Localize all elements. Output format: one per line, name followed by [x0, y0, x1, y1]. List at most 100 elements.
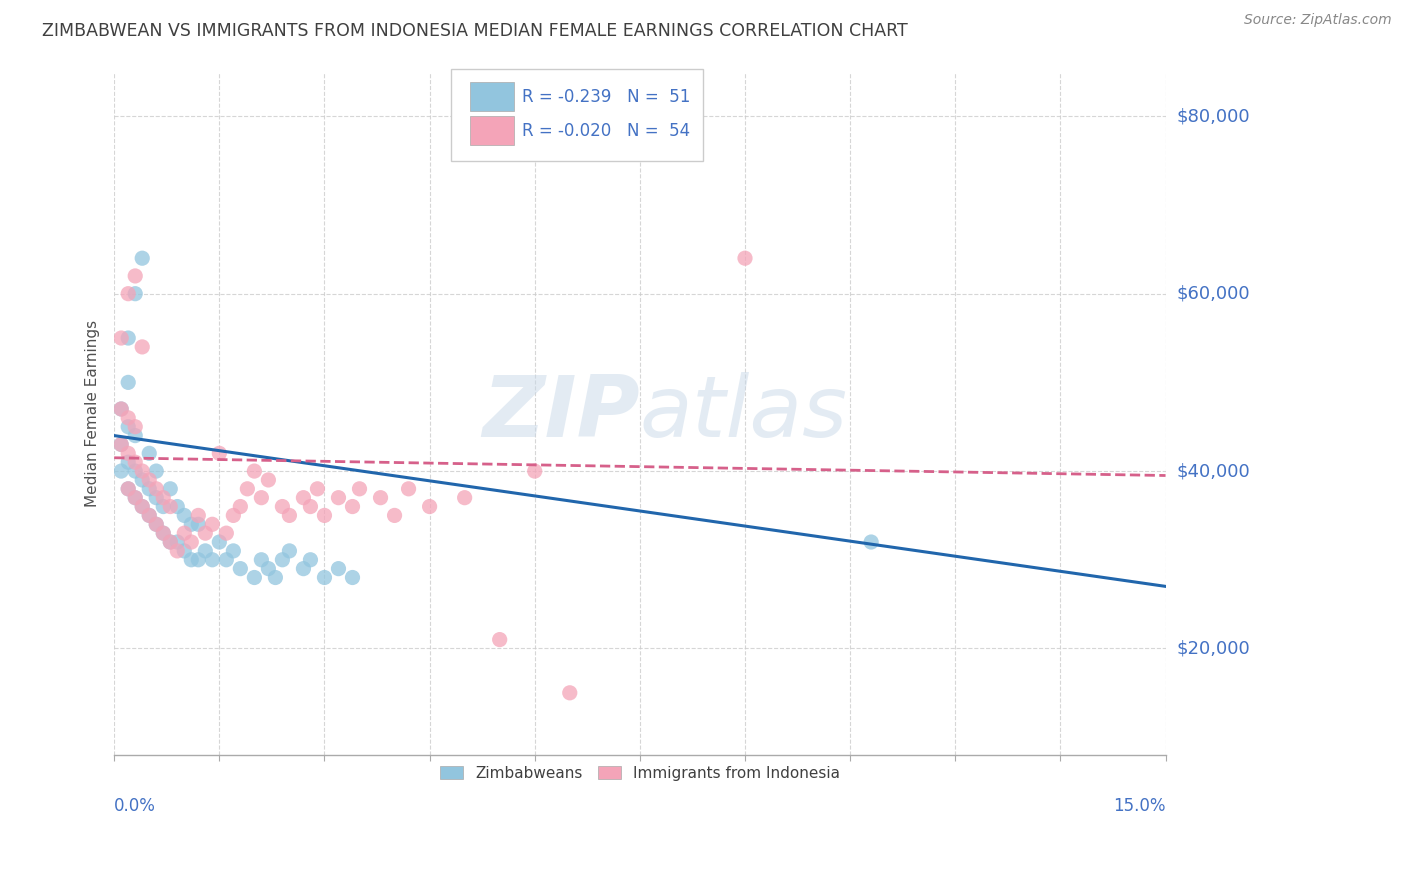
- Text: 0.0%: 0.0%: [114, 797, 156, 814]
- Point: [117, 455, 139, 469]
- Point: [124, 464, 146, 478]
- Text: ZIMBABWEAN VS IMMIGRANTS FROM INDONESIA MEDIAN FEMALE EARNINGS CORRELATION CHART: ZIMBABWEAN VS IMMIGRANTS FROM INDONESIA …: [42, 22, 908, 40]
- Point: [208, 535, 231, 549]
- Point: [124, 268, 146, 283]
- Point: [201, 517, 224, 532]
- Point: [243, 570, 266, 584]
- Point: [138, 482, 160, 496]
- Point: [159, 535, 181, 549]
- Point: [342, 570, 364, 584]
- Point: [131, 500, 153, 514]
- Point: [208, 446, 231, 460]
- Point: [152, 500, 174, 514]
- Point: [215, 526, 238, 541]
- Point: [201, 553, 224, 567]
- Point: [229, 561, 252, 575]
- Point: [145, 517, 167, 532]
- Point: [453, 491, 475, 505]
- Point: [278, 508, 301, 523]
- Point: [131, 473, 153, 487]
- Point: [117, 482, 139, 496]
- Point: [166, 544, 188, 558]
- Point: [292, 491, 315, 505]
- Text: $40,000: $40,000: [1177, 462, 1250, 480]
- Point: [370, 491, 392, 505]
- Point: [349, 482, 371, 496]
- Point: [187, 517, 209, 532]
- Point: [271, 553, 294, 567]
- Point: [299, 500, 322, 514]
- Point: [180, 535, 202, 549]
- Point: [152, 526, 174, 541]
- Point: [398, 482, 420, 496]
- Text: ZIP: ZIP: [482, 372, 640, 455]
- Point: [124, 419, 146, 434]
- Point: [271, 500, 294, 514]
- Point: [292, 561, 315, 575]
- Point: [173, 508, 195, 523]
- Point: [264, 570, 287, 584]
- Text: R = -0.239   N =  51: R = -0.239 N = 51: [522, 87, 690, 105]
- Point: [236, 482, 259, 496]
- Point: [734, 251, 756, 265]
- Point: [110, 402, 132, 417]
- Point: [166, 535, 188, 549]
- Point: [194, 544, 217, 558]
- Point: [860, 535, 883, 549]
- Point: [488, 632, 510, 647]
- Point: [215, 553, 238, 567]
- Point: [138, 446, 160, 460]
- Point: [180, 517, 202, 532]
- Point: [307, 482, 329, 496]
- Point: [384, 508, 406, 523]
- Point: [229, 500, 252, 514]
- Point: [328, 561, 350, 575]
- Point: [110, 402, 132, 417]
- Point: [328, 491, 350, 505]
- Point: [257, 561, 280, 575]
- Point: [419, 500, 441, 514]
- Point: [131, 251, 153, 265]
- Point: [194, 526, 217, 541]
- Point: [117, 419, 139, 434]
- Point: [558, 686, 581, 700]
- Point: [110, 464, 132, 478]
- Point: [124, 286, 146, 301]
- FancyBboxPatch shape: [470, 82, 513, 111]
- Point: [131, 500, 153, 514]
- Point: [124, 491, 146, 505]
- Point: [250, 491, 273, 505]
- Point: [159, 500, 181, 514]
- Point: [145, 464, 167, 478]
- Point: [257, 473, 280, 487]
- Point: [145, 482, 167, 496]
- Point: [278, 544, 301, 558]
- Point: [187, 553, 209, 567]
- Point: [117, 331, 139, 345]
- Point: [173, 526, 195, 541]
- Text: Source: ZipAtlas.com: Source: ZipAtlas.com: [1244, 13, 1392, 28]
- Point: [117, 482, 139, 496]
- Point: [159, 482, 181, 496]
- Point: [342, 500, 364, 514]
- Point: [145, 491, 167, 505]
- Point: [523, 464, 546, 478]
- Point: [110, 331, 132, 345]
- Point: [243, 464, 266, 478]
- Point: [117, 376, 139, 390]
- Point: [222, 508, 245, 523]
- FancyBboxPatch shape: [450, 69, 703, 161]
- Point: [131, 340, 153, 354]
- Point: [166, 500, 188, 514]
- Point: [180, 553, 202, 567]
- Point: [110, 437, 132, 451]
- Text: atlas: atlas: [640, 372, 848, 455]
- Text: 15.0%: 15.0%: [1114, 797, 1166, 814]
- Point: [117, 410, 139, 425]
- Point: [152, 526, 174, 541]
- Text: $20,000: $20,000: [1177, 640, 1250, 657]
- FancyBboxPatch shape: [470, 116, 513, 145]
- Point: [124, 428, 146, 442]
- Point: [145, 517, 167, 532]
- Point: [110, 437, 132, 451]
